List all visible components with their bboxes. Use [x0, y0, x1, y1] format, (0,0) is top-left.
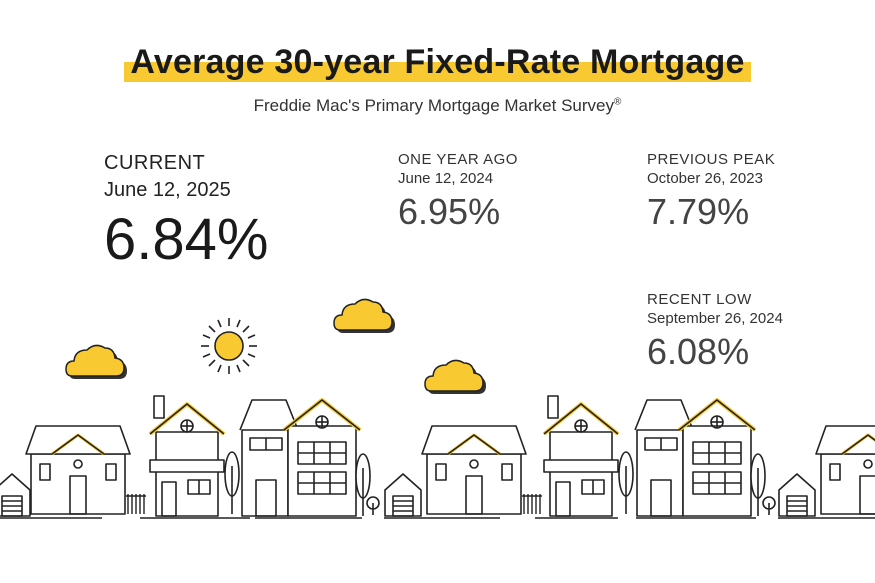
- subtitle-text: Freddie Mac's Primary Mortgage Market Su…: [253, 96, 614, 115]
- stat-label: PREVIOUS PEAK: [647, 151, 776, 168]
- tree-icon: [618, 451, 634, 515]
- stat-value: 6.08%: [647, 331, 750, 372]
- stat-date: September 26, 2024: [647, 310, 783, 327]
- house-icon: [633, 398, 757, 518]
- garage-icon: [778, 473, 816, 517]
- stat-label: ONE YEAR AGO: [398, 151, 518, 168]
- stat-one-year-ago: ONE YEAR AGO June 12, 2024 6.95%: [398, 151, 518, 233]
- fence: [521, 493, 543, 515]
- stat-current: CURRENT June 12, 2025 6.84%: [104, 152, 268, 273]
- title-highlight: [124, 62, 751, 82]
- stat-date: June 12, 2024: [398, 170, 494, 187]
- stat-label: CURRENT: [104, 152, 206, 174]
- stat-label: RECENT LOW: [647, 291, 752, 308]
- garage-icon: [384, 473, 422, 517]
- stat-date: June 12, 2025: [104, 179, 231, 201]
- stat-recent-low: RECENT LOW September 26, 2024 6.08%: [647, 291, 783, 373]
- house-icon: [814, 424, 875, 516]
- stat-value: 7.79%: [647, 191, 750, 232]
- title-block: Average 30-year Fixed-Rate Mortgage: [0, 40, 875, 84]
- page-title-text: Average 30-year Fixed-Rate Mortgage: [130, 43, 745, 81]
- house-icon: [420, 424, 528, 516]
- cloud-icon: [65, 344, 128, 380]
- house-icon: [24, 424, 132, 516]
- stat-value: 6.95%: [398, 191, 501, 232]
- sun-icon: [201, 318, 257, 374]
- stat-previous-peak: PREVIOUS PEAK October 26, 2023 7.79%: [647, 151, 775, 233]
- stat-date: October 26, 2023: [647, 170, 763, 187]
- house-icon: [238, 398, 362, 518]
- garage-icon: [0, 473, 31, 517]
- bush-icon: [366, 496, 380, 516]
- cloud-icon: [333, 298, 396, 334]
- page-title: Average 30-year Fixed-Rate Mortgage: [124, 40, 751, 84]
- house-icon: [542, 394, 620, 518]
- tree-icon: [750, 453, 766, 517]
- registered-mark: ®: [613, 96, 622, 108]
- house-icon: [148, 394, 226, 518]
- fence: [125, 493, 147, 515]
- page-subtitle: Freddie Mac's Primary Mortgage Market Su…: [0, 96, 875, 116]
- bush-icon: [762, 496, 776, 516]
- cloud-icon: [424, 359, 487, 395]
- tree-icon: [224, 451, 240, 515]
- stat-value: 6.84%: [104, 207, 269, 272]
